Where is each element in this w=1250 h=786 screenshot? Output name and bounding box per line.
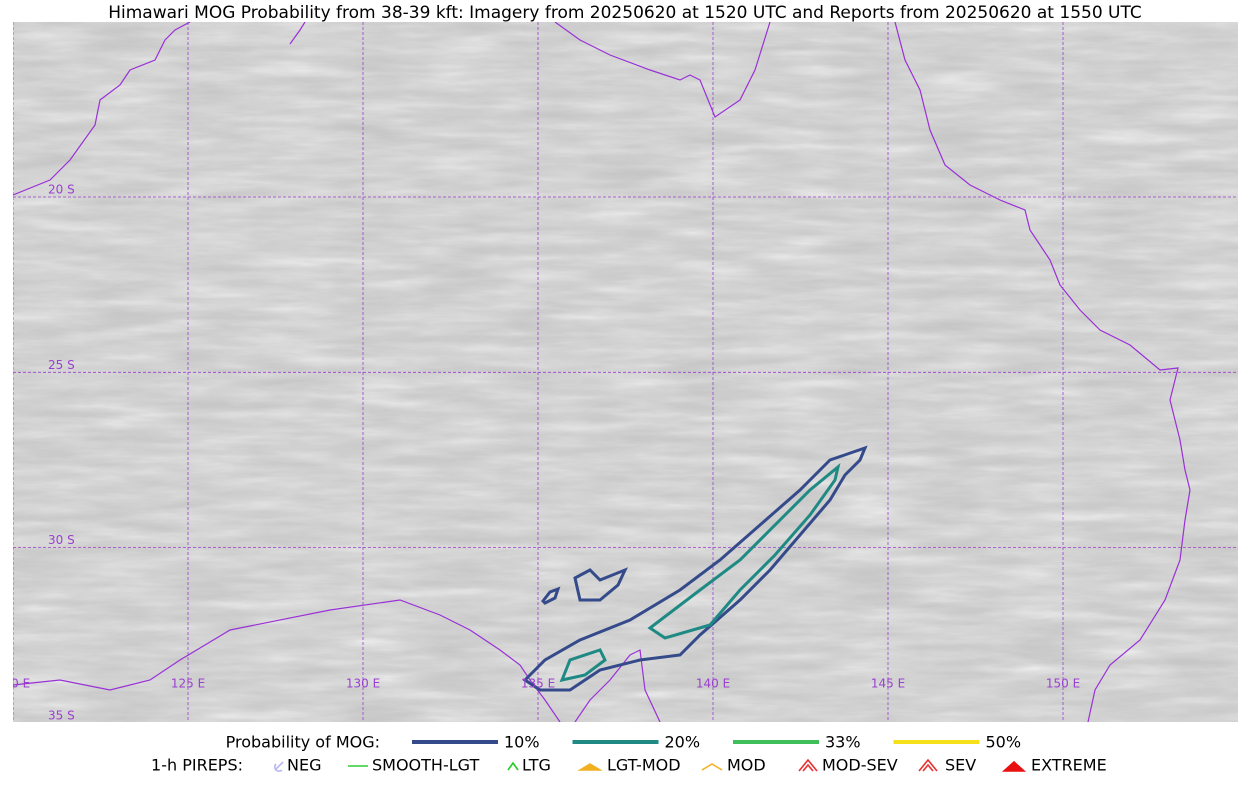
legend-label: EXTREME	[1031, 756, 1107, 775]
lon-label: 145 E	[871, 677, 905, 691]
lon-label: 150 E	[1046, 677, 1080, 691]
coast-n	[289, 22, 306, 45]
coast-gulfs	[574, 649, 661, 722]
contour-20	[647, 463, 841, 640]
coast-south	[13, 599, 561, 722]
lon-label: 120 E	[0, 677, 30, 691]
lon-label: 135 E	[521, 677, 555, 691]
legend-label: 33%	[825, 733, 861, 752]
map: 20 S 25 S 30 S 35 S 120 E 125 E 130 E 135 E 140 …	[0, 22, 1238, 723]
pirep-icon	[918, 758, 938, 772]
legend: Probability of MOG: 10% 20% 33% 50% 1-h PIREP…	[151, 733, 1107, 775]
graticule	[13, 22, 1238, 722]
legend-label: 20%	[665, 733, 701, 752]
legend-label: LTG	[522, 756, 551, 775]
lat-label: 25 S	[48, 358, 75, 372]
pirep-icon	[701, 763, 723, 771]
contour-10	[573, 567, 628, 602]
coastline	[13, 22, 1191, 722]
legend-label: MOD-SEV	[822, 756, 898, 775]
lon-label: 130 E	[346, 677, 380, 691]
pirep-icon	[798, 758, 818, 772]
pirep-icon	[1001, 760, 1027, 772]
lat-label: 30 S	[48, 533, 75, 547]
title: Himawari MOG Probability from 38-39 kft:…	[108, 3, 1142, 23]
legend-label: NEG	[287, 756, 321, 775]
coast-east	[894, 22, 1191, 722]
legend-title: Probability of MOG:	[226, 733, 380, 752]
lat-label: 20 S	[48, 183, 75, 197]
legend-label: LGT-MOD	[607, 756, 681, 775]
legend-label: SEV	[945, 756, 976, 775]
pirep-icon	[577, 763, 603, 771]
legend-label: MOD	[727, 756, 766, 775]
lat-label: 35 S	[48, 708, 75, 722]
coast-carpentaria	[554, 22, 771, 118]
graticule-labels: 20 S 25 S 30 S 35 S 120 E 125 E 130 E 135 E 140 …	[0, 183, 1080, 723]
coast-nw	[13, 22, 191, 196]
legend-label: 50%	[986, 733, 1022, 752]
legend-label: 10%	[504, 733, 540, 752]
pirep-icon	[507, 761, 519, 771]
lon-label: 140 E	[696, 677, 730, 691]
lon-label: 125 E	[171, 677, 205, 691]
contour-10	[541, 586, 561, 605]
legend-title: 1-h PIREPS:	[151, 756, 243, 775]
contour-20	[559, 648, 607, 683]
contours	[522, 445, 868, 692]
pirep-icon	[273, 761, 284, 773]
legend-label: SMOOTH-LGT	[372, 756, 479, 775]
contour-10	[522, 445, 868, 692]
